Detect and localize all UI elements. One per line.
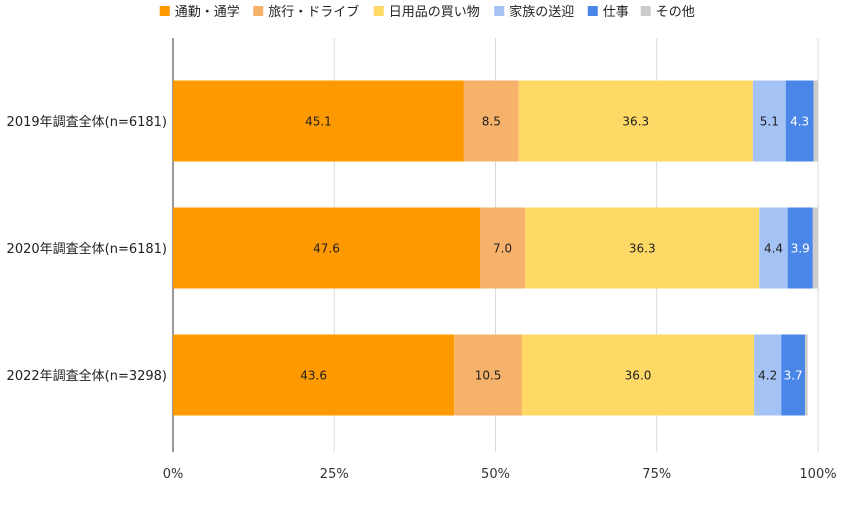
bar-segment bbox=[173, 80, 464, 162]
legend-item: 家族の送迎 bbox=[494, 4, 574, 20]
bar-segment bbox=[759, 207, 788, 289]
x-tick-label: 75% bbox=[642, 467, 671, 482]
data-label: 3.7 bbox=[784, 369, 803, 383]
data-label: 36.3 bbox=[622, 115, 649, 129]
data-label: 47.6 bbox=[313, 242, 340, 256]
legend-item: その他 bbox=[640, 5, 695, 20]
data-label: 36.3 bbox=[629, 242, 656, 256]
x-tick-label: 0% bbox=[163, 467, 184, 482]
legend-item: 通勤・通学 bbox=[159, 4, 240, 20]
data-label: 43.6 bbox=[300, 369, 327, 383]
category-label: 2022年調査全体(n=3298) bbox=[7, 368, 167, 384]
legend-item: 旅行・ドライブ bbox=[253, 4, 359, 20]
data-label: 3.9 bbox=[791, 242, 810, 256]
category-label: 2019年調査全体(n=6181) bbox=[7, 114, 167, 130]
data-label: 5.1 bbox=[760, 115, 779, 129]
category-label: 2020年調査全体(n=6181) bbox=[7, 241, 167, 257]
bar-segment bbox=[805, 334, 808, 416]
legend-label: その他 bbox=[656, 5, 695, 20]
data-label: 45.1 bbox=[305, 115, 332, 129]
legend-swatch bbox=[587, 6, 598, 16]
bar-segment bbox=[785, 80, 814, 162]
x-tick-label: 50% bbox=[481, 467, 510, 482]
legend-label: 旅行・ドライブ bbox=[268, 4, 359, 20]
legend-swatch bbox=[159, 6, 170, 16]
legend-swatch bbox=[640, 6, 651, 16]
legend-item: 仕事 bbox=[587, 5, 629, 20]
bar-segment bbox=[518, 80, 753, 162]
bar-segment bbox=[812, 207, 818, 289]
bar-segment bbox=[454, 334, 522, 416]
bar-segment bbox=[463, 80, 519, 162]
data-label: 4.2 bbox=[758, 369, 777, 383]
bar-segment bbox=[173, 207, 481, 289]
legend-swatch bbox=[253, 6, 264, 16]
bar-segment bbox=[173, 334, 455, 416]
bar-segment bbox=[787, 207, 813, 289]
legend-label: 仕事 bbox=[603, 5, 629, 20]
data-label: 4.4 bbox=[764, 242, 783, 256]
bar-segment bbox=[521, 334, 755, 416]
x-tick-label: 100% bbox=[799, 467, 836, 482]
data-label: 8.5 bbox=[482, 115, 501, 129]
data-label: 7.0 bbox=[493, 242, 512, 256]
legend-swatch bbox=[373, 6, 384, 16]
bar-segment bbox=[480, 207, 526, 289]
legend-label: 通勤・通学 bbox=[175, 4, 240, 20]
bar-segment bbox=[781, 334, 806, 416]
data-label: 4.3 bbox=[790, 115, 809, 129]
legend-item: 日用品の買い物 bbox=[373, 5, 480, 20]
bar-segment bbox=[525, 207, 760, 289]
data-label: 10.5 bbox=[475, 369, 502, 383]
data-label: 36.0 bbox=[625, 369, 652, 383]
bar-segment bbox=[754, 334, 782, 416]
legend-label: 家族の送迎 bbox=[509, 4, 574, 20]
legend-label: 日用品の買い物 bbox=[389, 5, 480, 20]
x-tick-label: 25% bbox=[320, 467, 349, 482]
bar-segment bbox=[752, 80, 786, 162]
bar-segment bbox=[813, 80, 818, 162]
legend-swatch bbox=[494, 6, 505, 16]
